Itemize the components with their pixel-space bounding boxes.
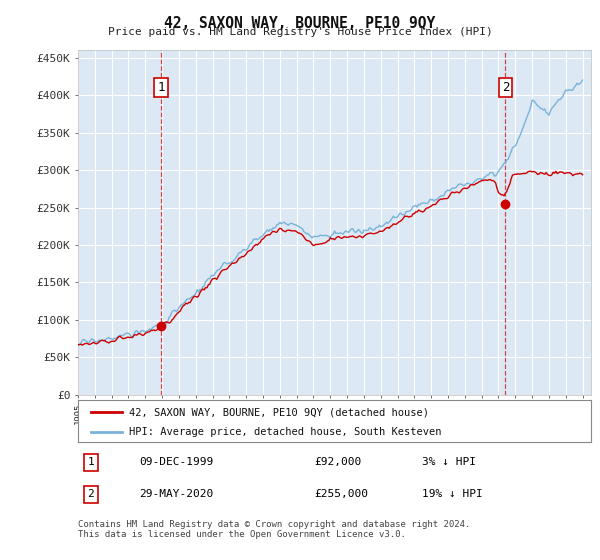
Text: 09-DEC-1999: 09-DEC-1999: [140, 457, 214, 467]
Text: 2: 2: [88, 489, 94, 500]
Text: 3% ↓ HPI: 3% ↓ HPI: [422, 457, 476, 467]
Text: 29-MAY-2020: 29-MAY-2020: [140, 489, 214, 500]
Text: Contains HM Land Registry data © Crown copyright and database right 2024.
This d: Contains HM Land Registry data © Crown c…: [78, 520, 470, 539]
Text: 42, SAXON WAY, BOURNE, PE10 9QY (detached house): 42, SAXON WAY, BOURNE, PE10 9QY (detache…: [130, 407, 430, 417]
Text: Price paid vs. HM Land Registry's House Price Index (HPI): Price paid vs. HM Land Registry's House …: [107, 27, 493, 37]
Text: HPI: Average price, detached house, South Kesteven: HPI: Average price, detached house, Sout…: [130, 427, 442, 437]
Text: 2: 2: [502, 81, 509, 94]
Text: 42, SAXON WAY, BOURNE, PE10 9QY: 42, SAXON WAY, BOURNE, PE10 9QY: [164, 16, 436, 31]
Text: 1: 1: [88, 457, 94, 467]
Text: £255,000: £255,000: [314, 489, 368, 500]
Text: 1: 1: [157, 81, 165, 94]
Text: £92,000: £92,000: [314, 457, 361, 467]
Text: 19% ↓ HPI: 19% ↓ HPI: [422, 489, 482, 500]
